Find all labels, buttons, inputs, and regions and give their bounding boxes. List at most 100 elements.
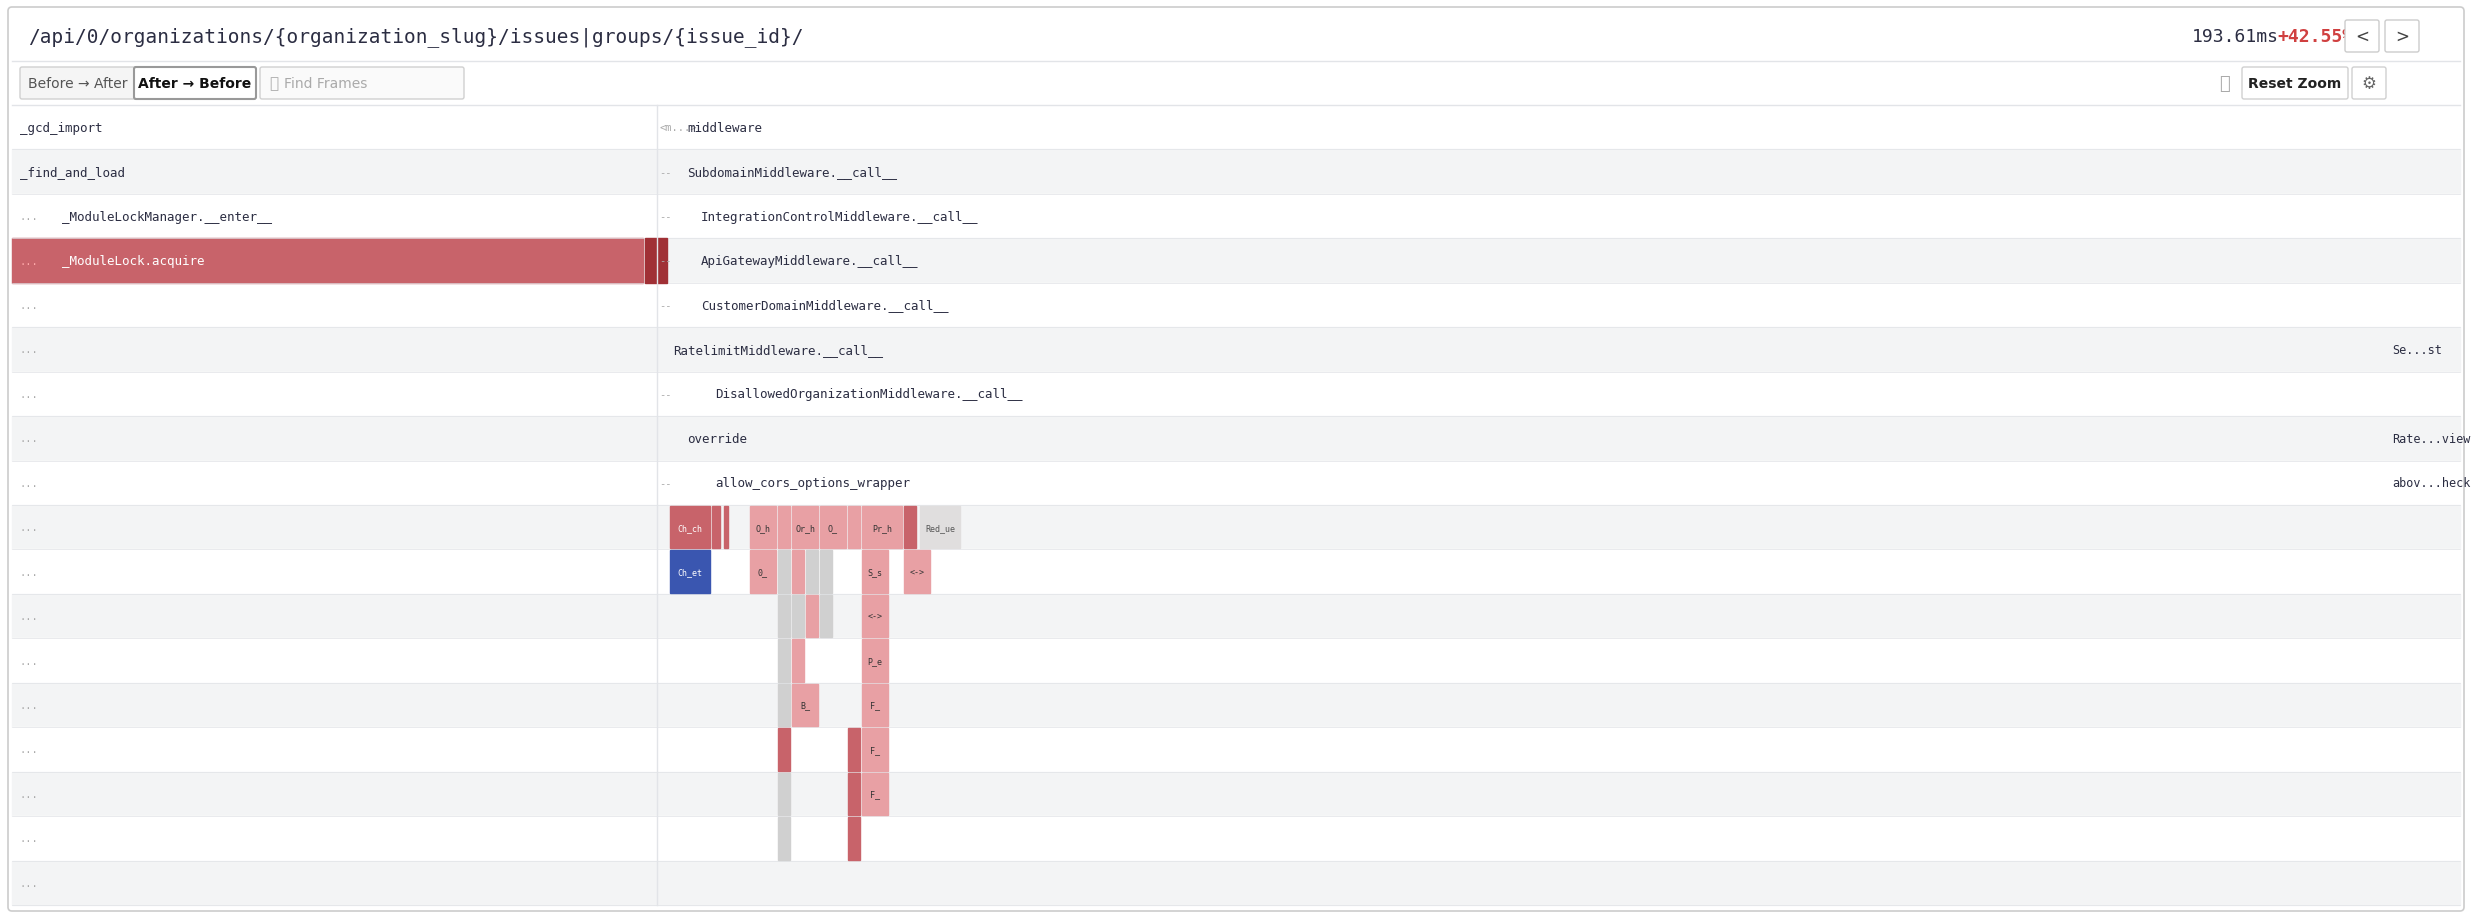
Bar bbox=[724, 506, 727, 549]
Text: Rate...view: Rate...view bbox=[2393, 432, 2470, 446]
Text: Pr_h: Pr_h bbox=[873, 523, 892, 532]
Text: P_e: P_e bbox=[868, 656, 883, 665]
Text: <m...>: <m...> bbox=[660, 123, 697, 133]
Bar bbox=[12, 595, 2460, 639]
Bar bbox=[12, 860, 2460, 905]
Bar bbox=[791, 684, 818, 726]
Bar bbox=[12, 550, 2460, 595]
Text: --: -- bbox=[660, 301, 672, 311]
Bar bbox=[863, 506, 902, 549]
Bar bbox=[12, 151, 2460, 195]
Text: ⌕: ⌕ bbox=[269, 76, 279, 91]
Text: F_: F_ bbox=[870, 745, 880, 754]
FancyBboxPatch shape bbox=[260, 68, 465, 100]
Bar bbox=[670, 506, 709, 549]
Text: _ModuleLockManager.__enter__: _ModuleLockManager.__enter__ bbox=[62, 210, 272, 223]
Bar bbox=[905, 506, 917, 549]
FancyBboxPatch shape bbox=[7, 8, 2465, 911]
Bar bbox=[12, 505, 2460, 550]
Bar bbox=[806, 596, 818, 638]
Bar bbox=[863, 640, 887, 682]
Text: Ch_et: Ch_et bbox=[677, 568, 702, 576]
Bar bbox=[779, 640, 791, 682]
Bar bbox=[848, 773, 860, 815]
Text: ...: ... bbox=[20, 878, 40, 888]
Text: +42.55%: +42.55% bbox=[2277, 28, 2353, 46]
Bar bbox=[12, 639, 2460, 683]
Text: ...: ... bbox=[20, 789, 40, 799]
Bar bbox=[12, 816, 2460, 860]
Bar bbox=[12, 283, 2460, 328]
Bar bbox=[821, 506, 845, 549]
Bar bbox=[779, 550, 791, 594]
Text: <: < bbox=[2356, 28, 2368, 46]
Bar bbox=[712, 506, 719, 549]
Text: _ModuleLock.acquire: _ModuleLock.acquire bbox=[62, 255, 205, 267]
Bar bbox=[12, 461, 2460, 505]
Bar bbox=[12, 728, 2460, 772]
Text: abov...heck: abov...heck bbox=[2393, 477, 2470, 490]
Text: override: override bbox=[687, 432, 747, 446]
Text: Se...st: Se...st bbox=[2393, 344, 2442, 357]
Text: 193.61ms: 193.61ms bbox=[2193, 28, 2279, 46]
Text: /api/0/organizations/{organization_slug}/issues|groups/{issue_id}/: /api/0/organizations/{organization_slug}… bbox=[27, 27, 803, 47]
Bar bbox=[12, 416, 2460, 461]
Text: ...: ... bbox=[20, 345, 40, 355]
Bar bbox=[791, 506, 818, 549]
Text: F_: F_ bbox=[870, 789, 880, 799]
Bar bbox=[779, 596, 791, 638]
Text: ⓘ: ⓘ bbox=[2220, 75, 2230, 93]
Bar bbox=[779, 729, 791, 771]
Text: ...: ... bbox=[20, 656, 40, 666]
Bar bbox=[12, 239, 643, 283]
Text: ...: ... bbox=[20, 700, 40, 710]
FancyBboxPatch shape bbox=[133, 68, 257, 100]
Text: ...: ... bbox=[20, 301, 40, 311]
Text: 0_: 0_ bbox=[759, 568, 769, 576]
Bar bbox=[12, 372, 2460, 416]
Text: ...: ... bbox=[20, 744, 40, 754]
Bar bbox=[806, 550, 818, 594]
FancyBboxPatch shape bbox=[2242, 68, 2348, 100]
Text: Find Frames: Find Frames bbox=[284, 77, 368, 91]
Text: --: -- bbox=[660, 390, 672, 400]
Text: After → Before: After → Before bbox=[138, 77, 252, 91]
Bar bbox=[779, 506, 791, 549]
Bar bbox=[779, 773, 791, 815]
Text: O_h: O_h bbox=[756, 523, 771, 532]
Text: B_: B_ bbox=[801, 700, 811, 709]
Bar bbox=[791, 640, 803, 682]
Text: O_: O_ bbox=[828, 523, 838, 532]
Text: IntegrationControlMiddleware.__call__: IntegrationControlMiddleware.__call__ bbox=[702, 210, 979, 223]
Bar bbox=[670, 550, 709, 594]
Text: ...: ... bbox=[20, 390, 40, 400]
Text: >: > bbox=[2395, 28, 2410, 46]
Bar bbox=[12, 772, 2460, 816]
Text: DisallowedOrganizationMiddleware.__call__: DisallowedOrganizationMiddleware.__call_… bbox=[714, 388, 1023, 401]
Bar bbox=[645, 239, 667, 283]
Bar bbox=[12, 328, 2460, 372]
Bar bbox=[905, 550, 929, 594]
Text: ApiGatewayMiddleware.__call__: ApiGatewayMiddleware.__call__ bbox=[702, 255, 920, 267]
Text: _find_and_load: _find_and_load bbox=[20, 166, 126, 179]
Text: ...: ... bbox=[20, 256, 40, 267]
Text: ⚙: ⚙ bbox=[2361, 75, 2376, 93]
Text: ...: ... bbox=[20, 611, 40, 621]
Text: <->: <-> bbox=[910, 568, 925, 576]
Bar bbox=[863, 729, 887, 771]
Bar bbox=[791, 596, 803, 638]
Bar bbox=[920, 506, 959, 549]
Bar bbox=[848, 729, 860, 771]
Bar bbox=[848, 817, 860, 859]
Bar bbox=[791, 550, 803, 594]
Bar bbox=[779, 817, 791, 859]
Text: Before → After: Before → After bbox=[27, 77, 129, 91]
Bar bbox=[863, 550, 887, 594]
Text: allow_cors_options_wrapper: allow_cors_options_wrapper bbox=[714, 477, 910, 490]
Text: <->: <-> bbox=[868, 612, 883, 621]
Bar bbox=[848, 506, 860, 549]
Text: middleware: middleware bbox=[687, 121, 761, 134]
Text: --: -- bbox=[660, 167, 672, 177]
FancyBboxPatch shape bbox=[2351, 68, 2385, 100]
FancyBboxPatch shape bbox=[2385, 21, 2420, 53]
